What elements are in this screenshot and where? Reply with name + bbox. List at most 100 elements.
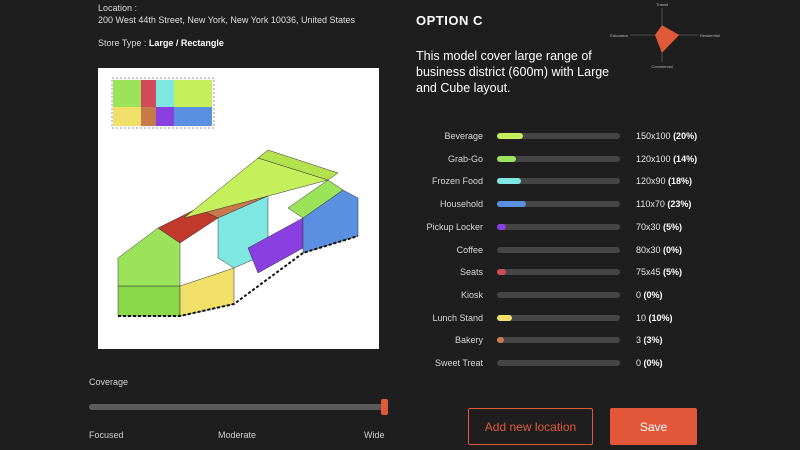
radar-shape	[654, 25, 680, 54]
category-value: 150x100 (20%)	[636, 131, 697, 141]
category-bar-fill	[497, 337, 504, 344]
category-label: Grab-Go	[447, 153, 483, 164]
category-percent: (10%)	[648, 312, 673, 323]
category-label: Kiosk	[460, 289, 483, 300]
category-bar-track[interactable]	[497, 291, 620, 298]
isometric-store-layout	[111, 77, 359, 317]
category-bar-track[interactable]	[497, 246, 620, 253]
category-bar-track[interactable]	[497, 314, 620, 321]
category-label: Pickup Locker	[426, 221, 483, 232]
category-percent: (5%)	[663, 267, 683, 278]
coverage-slider-fill	[89, 404, 387, 410]
category-size: 70x30	[636, 221, 661, 232]
category-percent: (5%)	[663, 221, 683, 232]
category-percent: (20%)	[673, 131, 698, 141]
category-percent: (3%)	[643, 335, 663, 346]
category-value: 110x70 (23%)	[636, 199, 691, 209]
category-bar-fill	[497, 201, 527, 208]
category-value: 80x30 (0%)	[636, 245, 682, 255]
category-bar-fill	[497, 314, 512, 321]
category-bar-fill	[497, 223, 507, 230]
coverage-slider-thumb[interactable]	[381, 399, 388, 415]
coverage-tick-wide: Wide	[364, 430, 385, 440]
category-percent: (0%)	[643, 289, 663, 300]
location-address: 200 West 44th Street, New York, New York…	[98, 15, 355, 25]
save-button[interactable]: Save	[610, 408, 697, 445]
mini-plan-thumbnail	[111, 77, 215, 129]
store-type: Store Type : Large / Rectangle	[98, 38, 224, 48]
category-row: Pickup Locker 70x30 (5%)	[400, 219, 720, 237]
category-bar-track[interactable]	[497, 201, 620, 208]
category-bar-track[interactable]	[497, 269, 620, 276]
category-row: Bakery 3 (3%)	[400, 332, 720, 350]
category-label: Household	[439, 199, 483, 210]
category-bar-track[interactable]	[497, 133, 620, 139]
coverage-slider-track[interactable]	[89, 404, 387, 410]
category-bar-track[interactable]	[497, 360, 620, 366]
category-label: Lunch Stand	[432, 312, 483, 323]
category-row: Seats 75x45 (5%)	[400, 264, 720, 282]
option-description: This model cover large range of business…	[416, 49, 610, 95]
category-bar-fill	[497, 155, 517, 162]
category-value: 3 (3%)	[636, 335, 663, 345]
category-size: 150x100	[636, 131, 671, 141]
category-row: Beverage 150x100 (20%)	[400, 128, 720, 146]
radar-chart: Transit Residential Commercial Education	[610, 0, 720, 72]
category-label: Beverage	[444, 131, 483, 141]
category-bar-track[interactable]	[497, 155, 620, 162]
radar-axis-label-left: Education	[610, 33, 628, 38]
radar-chart-svg: Transit Residential Commercial Education	[610, 2, 720, 69]
coverage-label: Coverage	[89, 377, 129, 387]
category-percent: (18%)	[668, 176, 693, 187]
category-row: Coffee 80x30 (0%)	[400, 242, 720, 260]
category-label: Coffee	[456, 244, 483, 255]
category-label: Bakery	[454, 335, 483, 346]
category-size: 110x70	[636, 199, 665, 210]
category-bar-track[interactable]	[497, 223, 620, 230]
category-value: 75x45 (5%)	[636, 267, 682, 277]
category-label: Seats	[459, 267, 483, 278]
category-row: Lunch Stand 10 (10%)	[400, 310, 720, 328]
category-size: 0	[636, 289, 642, 300]
category-size: 0	[636, 358, 642, 368]
category-value: 120x100 (14%)	[636, 154, 697, 164]
category-row: Kiosk 0 (0%)	[400, 287, 720, 305]
category-size: 80x30	[636, 244, 661, 255]
store-type-label: Store Type :	[98, 38, 147, 48]
category-percent: (0%)	[643, 358, 663, 368]
category-label: Frozen Food	[431, 176, 483, 187]
floor-plan-preview	[98, 68, 379, 349]
category-percent: (0%)	[663, 244, 683, 255]
option-title: OPTION C	[416, 13, 483, 28]
category-size: 3	[636, 335, 642, 346]
category-row: Frozen Food 120x90 (18%)	[400, 173, 720, 191]
category-bar-track[interactable]	[497, 178, 620, 185]
isometric-blocks	[117, 149, 359, 317]
category-size: 75x45	[636, 267, 661, 278]
category-bar-track[interactable]	[497, 337, 620, 344]
coverage-tick-moderate: Moderate	[218, 430, 257, 440]
store-type-value: Large / Rectangle	[148, 38, 224, 48]
category-row: Household 110x70 (23%)	[400, 196, 720, 214]
category-size: 10	[636, 312, 647, 323]
category-percent: (23%)	[667, 199, 692, 210]
category-bar-fill	[497, 133, 523, 139]
category-percent: (14%)	[673, 153, 698, 164]
radar-axis-label-top: Transit	[656, 2, 669, 7]
category-value: 70x30 (5%)	[636, 222, 682, 232]
category-size: 120x100	[636, 153, 671, 164]
category-value: 120x90 (18%)	[636, 176, 692, 186]
add-new-location-button[interactable]: Add new location	[468, 408, 593, 445]
category-label: Sweet Treat	[434, 358, 483, 368]
location-label: Location :	[98, 3, 138, 13]
category-bar-fill	[497, 178, 521, 185]
category-value: 10 (10%)	[636, 313, 673, 323]
category-row: Sweet Treat 0 (0%)	[400, 355, 720, 373]
radar-axis-label-bottom: Commercial	[651, 64, 672, 69]
category-size: 120x90	[636, 176, 666, 187]
category-row: Grab-Go 120x100 (14%)	[400, 151, 720, 169]
coverage-tick-focused: Focused	[89, 430, 124, 440]
category-value: 0 (0%)	[636, 358, 663, 368]
category-value: 0 (0%)	[636, 290, 663, 300]
category-bar-fill	[497, 269, 507, 276]
